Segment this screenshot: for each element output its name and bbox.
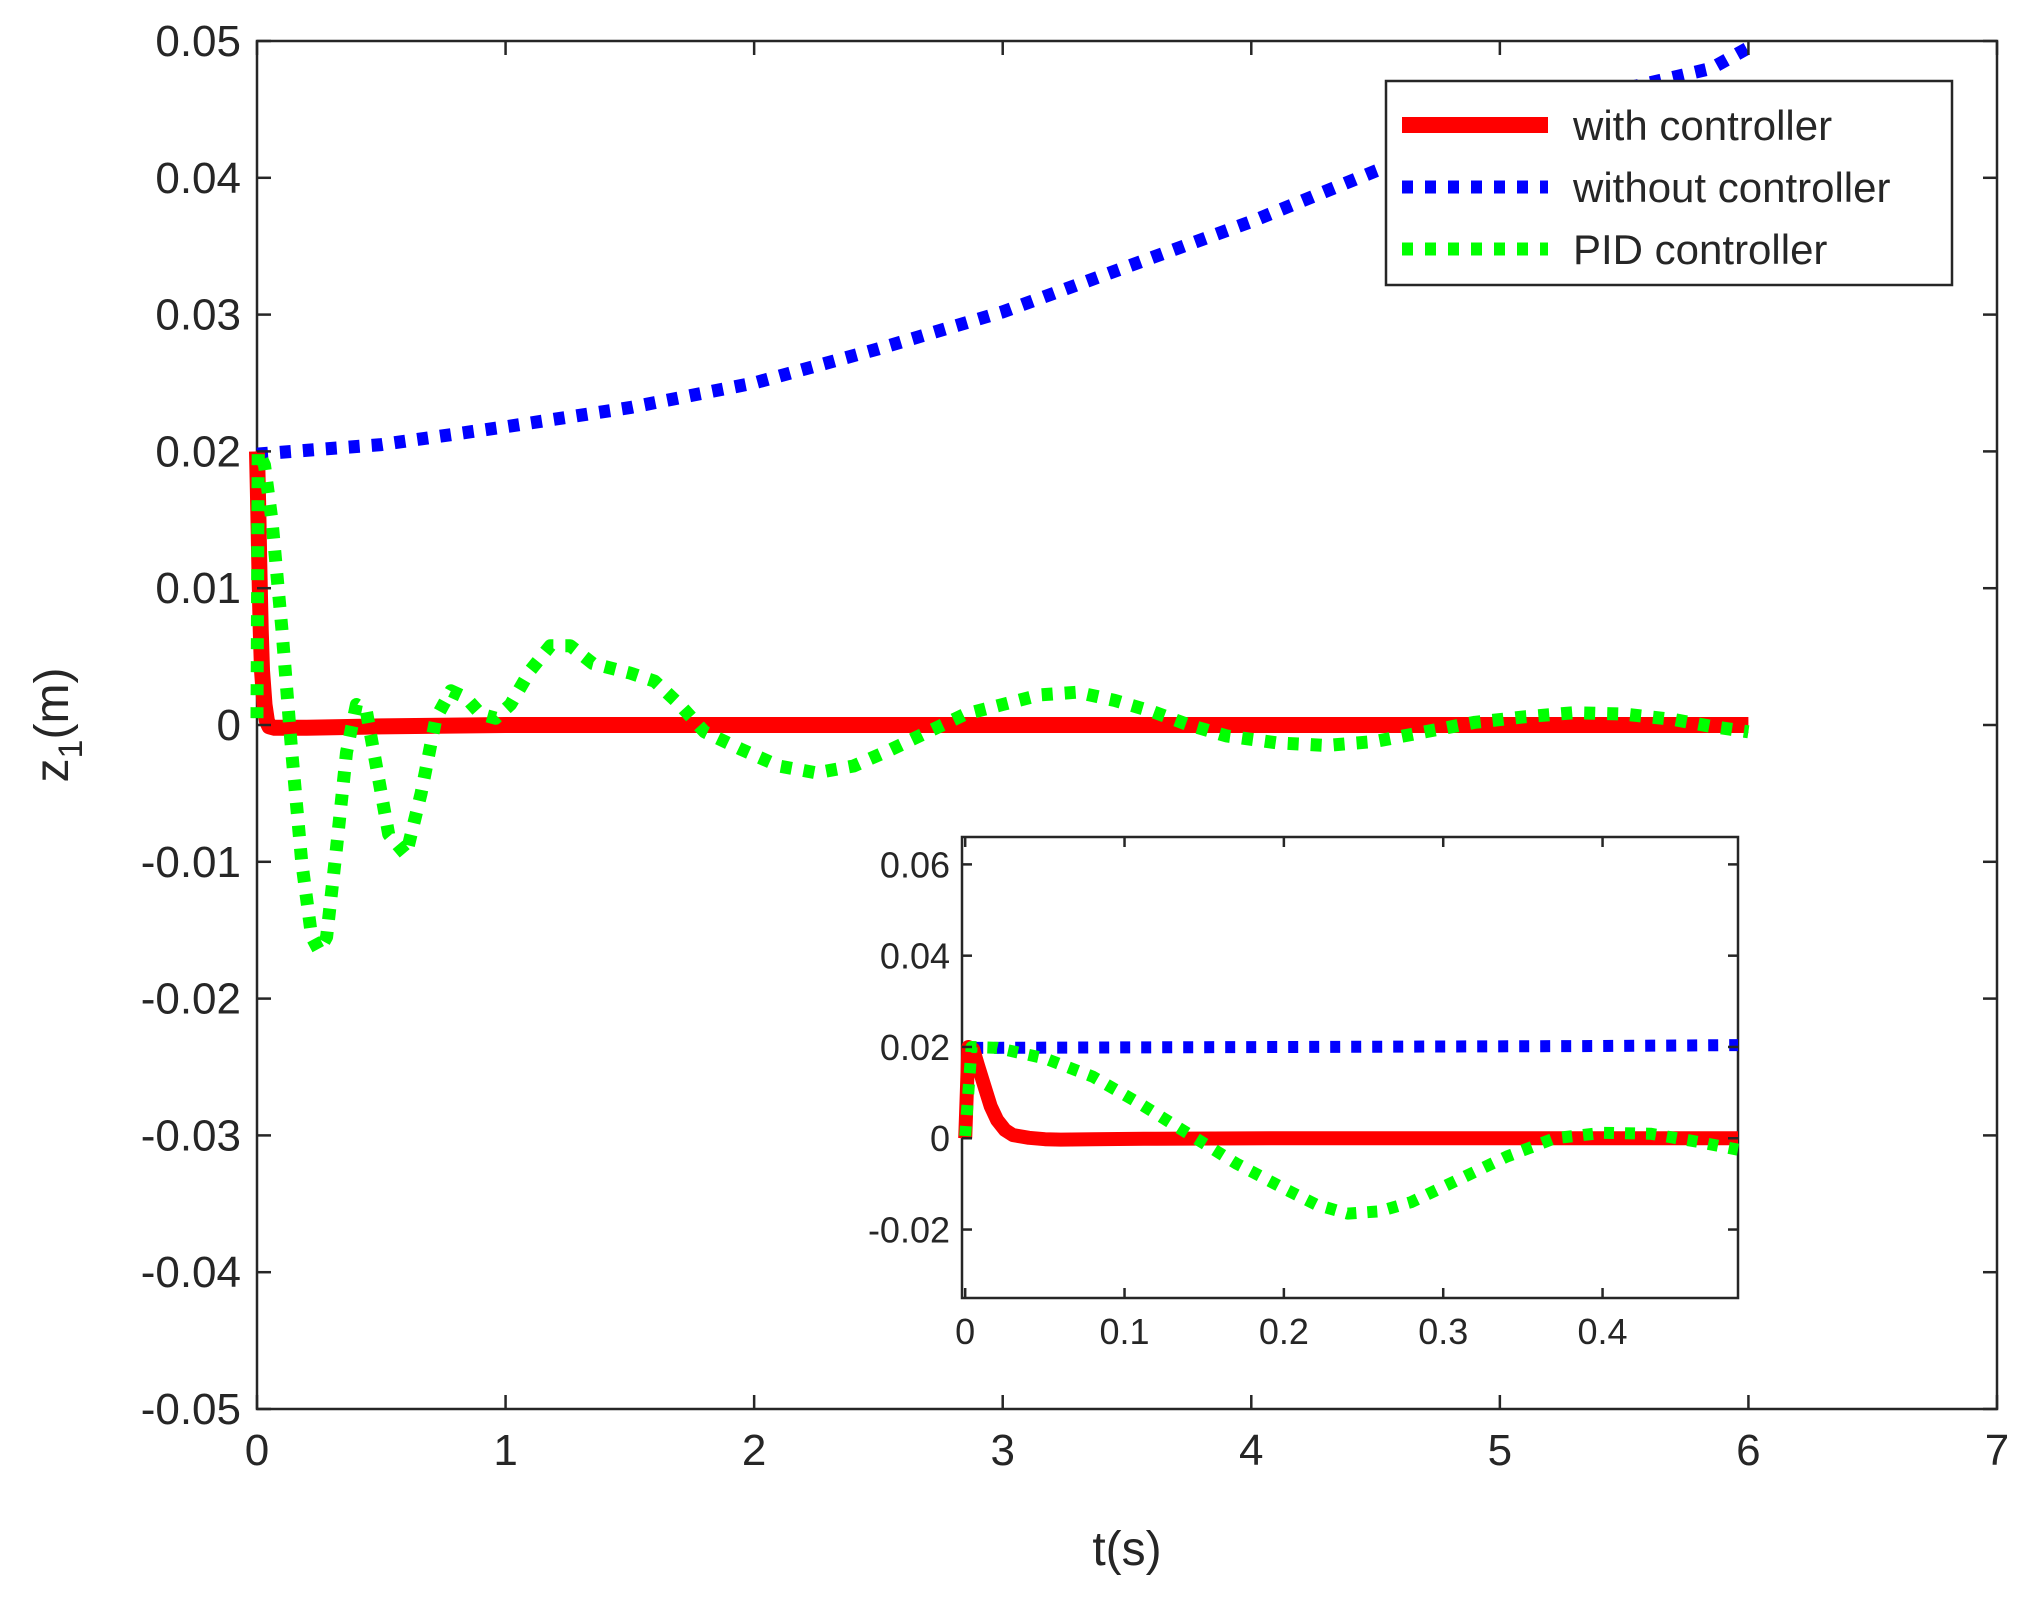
main-y-tick-label: 0.05	[155, 17, 241, 66]
inset-x-tick-label: 0.4	[1578, 1311, 1628, 1352]
inset-axes: 0 0.1 0.2 0.3 0.4 -0.02 0 0.02 0.04 0.06	[868, 835, 1740, 1352]
inset-x-tick-label: 0	[955, 1311, 975, 1352]
main-x-tick-label: 1	[493, 1426, 517, 1475]
main-y-tick-label: 0.02	[155, 427, 241, 476]
legend-label-pid-controller: PID controller	[1573, 226, 1827, 273]
inset-x-tick-label: 0.1	[1100, 1311, 1150, 1352]
main-y-tick-label: 0.04	[155, 154, 241, 203]
y-axis-label-subscript: 1	[52, 740, 90, 759]
main-x-tick-label: 6	[1736, 1426, 1760, 1475]
inset-series-group	[958, 1039, 1740, 1220]
main-y-tick-label: -0.04	[141, 1248, 241, 1297]
inset-series-without-controller	[973, 1039, 1739, 1054]
inset-y-tick-label: 0.04	[880, 936, 950, 977]
main-series-pid-controller	[250, 444, 1750, 958]
legend: with controller without controller PID c…	[1384, 79, 1954, 287]
main-y-tick-label: 0.01	[155, 564, 241, 613]
legend-label-with-controller: with controller	[1572, 102, 1832, 149]
y-axis-label-base: z	[26, 758, 79, 782]
main-x-tick-label: 2	[742, 1426, 766, 1475]
main-y-tick-label: -0.01	[141, 838, 241, 887]
main-x-tick-label: 4	[1239, 1426, 1263, 1475]
inset-y-tick-label: 0	[930, 1118, 950, 1159]
y-axis-label: z1(m)	[26, 668, 90, 783]
inset-y-tick-label: -0.02	[868, 1210, 950, 1251]
main-x-tick-label: 3	[990, 1426, 1014, 1475]
inset-x-tick-label: 0.2	[1259, 1311, 1309, 1352]
main-y-tick-label: -0.03	[141, 1111, 241, 1160]
main-y-tick-label: 0.03	[155, 291, 241, 340]
inset-y-tick-label: 0.06	[880, 844, 950, 885]
inset-x-tick-label: 0.3	[1418, 1311, 1468, 1352]
legend-label-without-controller: without controller	[1572, 164, 1890, 211]
y-axis-label-units: (m)	[26, 668, 79, 740]
main-series-group	[249, 42, 1752, 958]
main-x-tick-label: 0	[245, 1426, 269, 1475]
inset-ticks-group: 0 0.1 0.2 0.3 0.4 -0.02 0 0.02 0.04 0.06	[868, 837, 1738, 1352]
main-y-tick-label: 0	[217, 701, 241, 750]
inset-series-with-controller	[958, 1040, 1738, 1147]
main-y-tick-label: -0.02	[141, 975, 241, 1024]
inset-series-pid-controller	[959, 1041, 1740, 1220]
inset-plot-frame	[960, 835, 1740, 1300]
main-x-tick-label: 5	[1488, 1426, 1512, 1475]
main-y-tick-label: -0.05	[141, 1385, 241, 1434]
inset-y-tick-label: 0.02	[880, 1027, 950, 1068]
main-ticks-group: 0 1 2 3 4 5 6 7 -0.05 -0.04 -0.03 -0.02 -0.01 0 0.01 0.…	[141, 17, 2010, 1475]
x-axis-label: t(s)	[1092, 1523, 1161, 1576]
main-x-tick-label: 7	[1985, 1426, 2009, 1475]
